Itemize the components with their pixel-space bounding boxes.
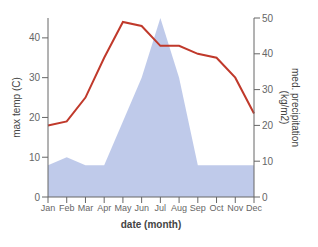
svg-text:med. precipitation(kg/m2): med. precipitation(kg/m2) — [280, 68, 302, 147]
svg-text:30: 30 — [262, 84, 274, 95]
svg-text:0: 0 — [262, 192, 268, 203]
svg-text:Jul: Jul — [155, 203, 167, 213]
svg-text:Feb: Feb — [59, 203, 75, 213]
svg-text:Sep: Sep — [190, 203, 206, 213]
svg-text:Dec: Dec — [246, 203, 263, 213]
svg-text:50: 50 — [262, 13, 274, 24]
svg-text:20: 20 — [29, 112, 41, 123]
svg-text:Oct: Oct — [210, 203, 225, 213]
svg-text:10: 10 — [262, 156, 274, 167]
svg-text:date (month): date (month) — [121, 219, 182, 230]
svg-text:30: 30 — [29, 72, 41, 83]
svg-text:Mar: Mar — [78, 203, 94, 213]
svg-text:40: 40 — [29, 32, 41, 43]
svg-text:20: 20 — [262, 120, 274, 131]
svg-text:May: May — [114, 203, 132, 213]
svg-text:max temp (C): max temp (C) — [11, 77, 22, 138]
svg-text:Nov: Nov — [227, 203, 244, 213]
svg-text:10: 10 — [29, 152, 41, 163]
svg-text:Apr: Apr — [97, 203, 111, 213]
svg-text:Jan: Jan — [41, 203, 56, 213]
svg-text:Jun: Jun — [134, 203, 149, 213]
svg-text:Aug: Aug — [171, 203, 187, 213]
svg-text:40: 40 — [262, 48, 274, 59]
svg-text:0: 0 — [34, 192, 40, 203]
